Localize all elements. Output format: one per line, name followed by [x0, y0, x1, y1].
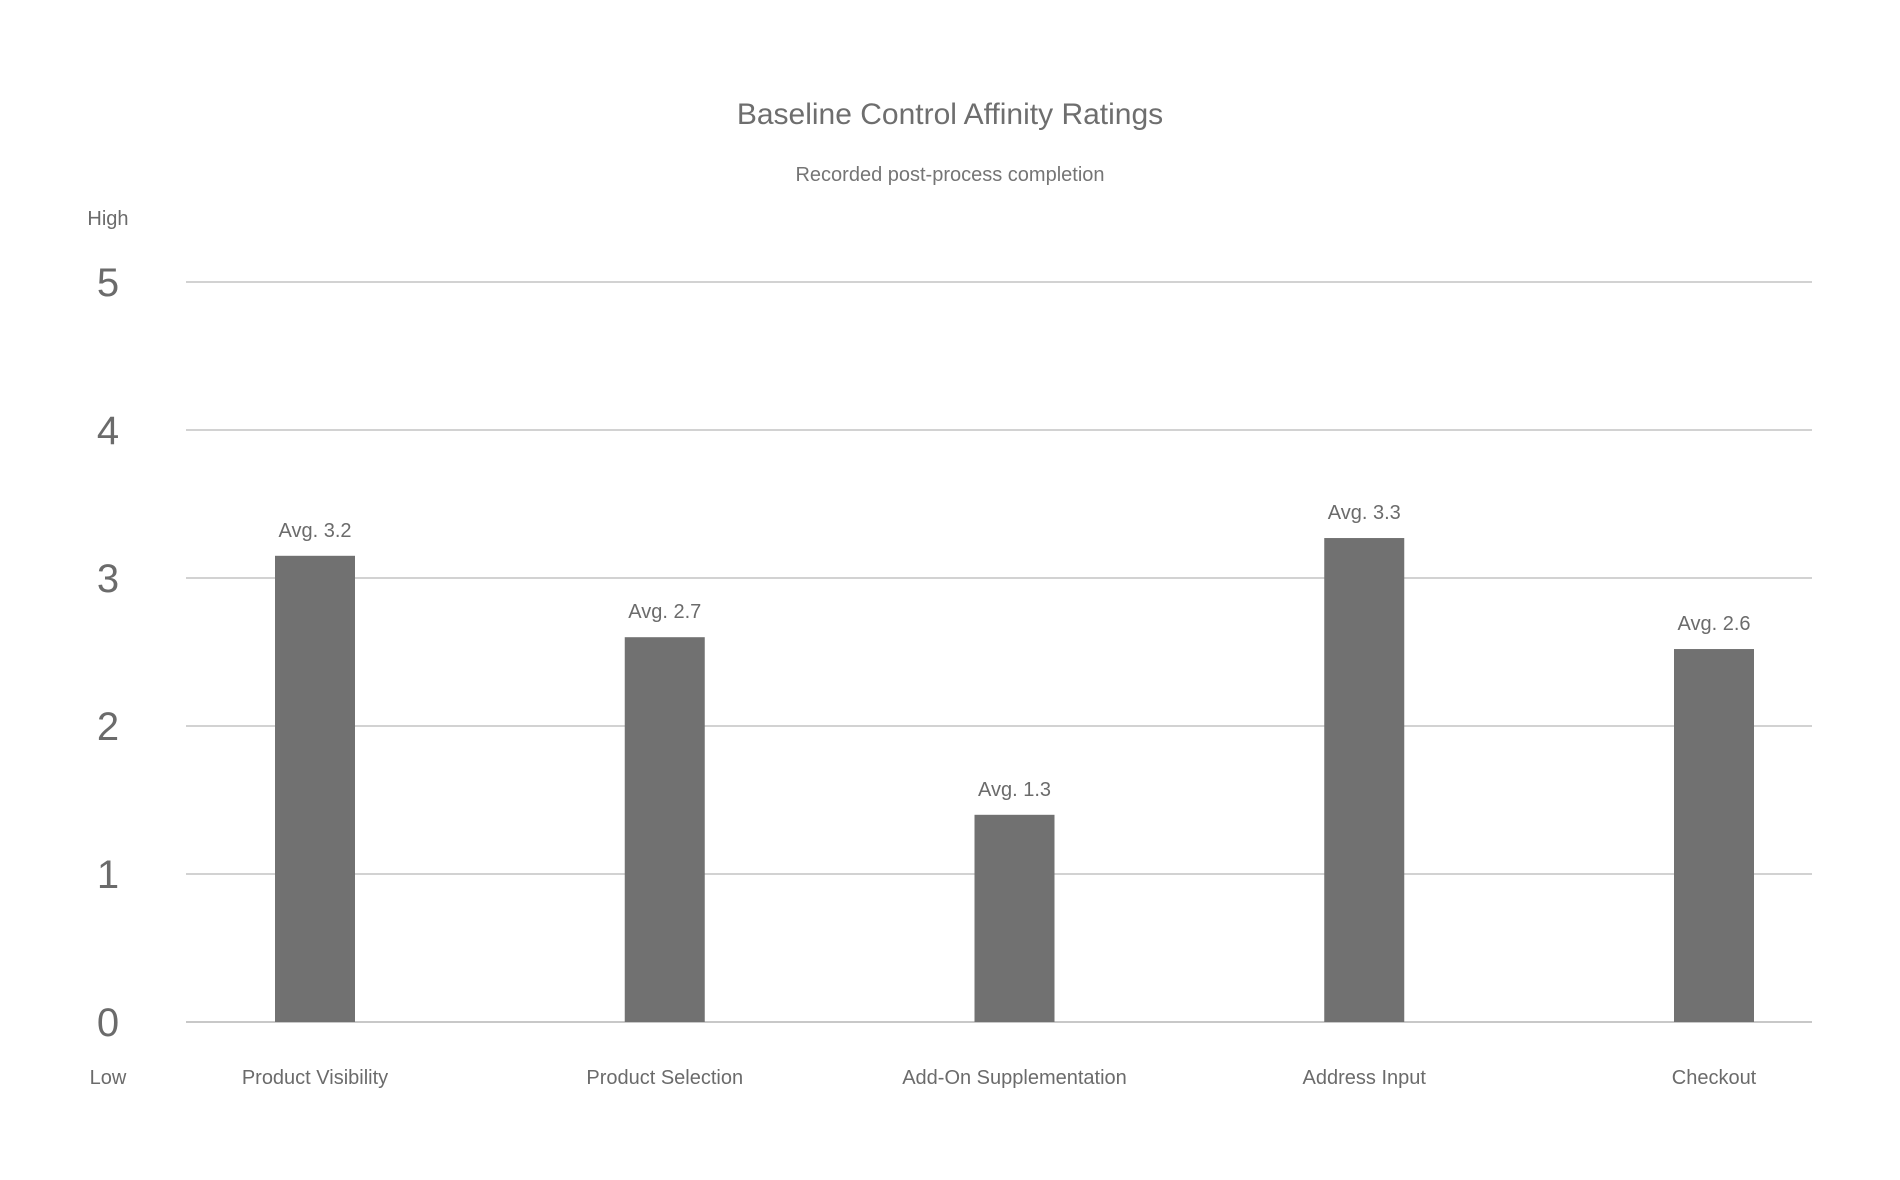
data-label-3: Avg. 3.3 — [1328, 502, 1401, 524]
x-tick-label-4: Checkout — [1672, 1067, 1757, 1089]
data-label-0: Avg. 3.2 — [278, 520, 351, 542]
data-label-4: Avg. 2.6 — [1677, 613, 1750, 635]
y-tick-label-3: 3 — [97, 557, 119, 601]
y-tick-label-5: 5 — [97, 261, 119, 305]
x-tick-label-1: Product Selection — [586, 1067, 743, 1089]
y-tick-label-4: 4 — [97, 409, 119, 453]
y-low-label: Low — [90, 1067, 127, 1089]
bar-0 — [275, 555, 355, 1022]
bar-3 — [1324, 538, 1405, 1022]
x-tick-label-3: Address Input — [1303, 1067, 1427, 1089]
y-tick-label-2: 2 — [97, 705, 119, 749]
x-tick-label-2: Add-On Supplementation — [902, 1067, 1127, 1089]
bar-1 — [624, 637, 705, 1022]
y-tick-label-0: 0 — [97, 1001, 119, 1045]
data-label-1: Avg. 2.7 — [628, 601, 701, 623]
data-label-2: Avg. 1.3 — [978, 779, 1051, 801]
chart-subtitle: Recorded post-process completion — [795, 164, 1105, 186]
bar-2 — [974, 814, 1055, 1022]
bar-4 — [1674, 649, 1754, 1022]
x-tick-label-0: Product Visibility — [242, 1067, 388, 1089]
chart-title: Baseline Control Affinity Ratings — [736, 98, 1164, 131]
y-tick-label-1: 1 — [97, 853, 119, 897]
y-high-label: High — [87, 208, 128, 230]
